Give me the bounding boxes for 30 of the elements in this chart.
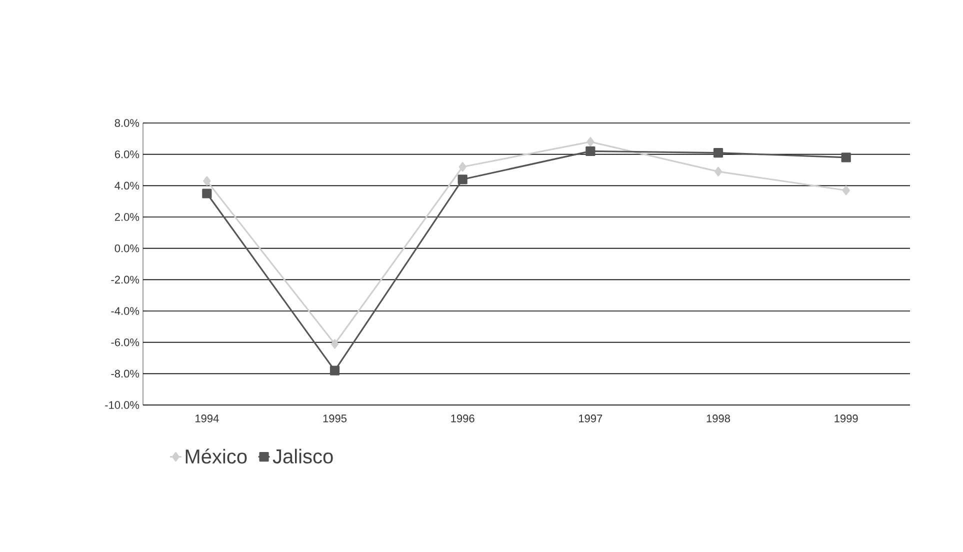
point <box>458 174 468 184</box>
point <box>713 148 724 158</box>
x-tick-label: 1999 <box>834 414 858 422</box>
point <box>202 188 212 198</box>
y-tick-label: -4.0% <box>111 307 140 315</box>
y-tick-label: 2.0% <box>114 213 140 221</box>
y-tick-label: 0.0% <box>114 244 140 252</box>
point <box>458 162 466 172</box>
x-tick-label: 1994 <box>196 414 219 422</box>
x-tick-label: 1998 <box>706 414 730 422</box>
y-tick-label: 6.0% <box>114 150 140 158</box>
y-tick-label: -2.0% <box>111 276 140 284</box>
y-tick-label: -10.0% <box>105 401 140 409</box>
x-tick-label: 1997 <box>579 414 602 422</box>
y-tick-label: 8.0% <box>114 119 140 127</box>
point <box>330 339 339 349</box>
x-tick-label: 1996 <box>451 414 474 422</box>
point <box>330 366 340 376</box>
point <box>586 136 594 147</box>
legend-label: México <box>186 448 247 464</box>
point <box>841 152 851 162</box>
x-tick-label: 1995 <box>323 414 347 422</box>
point <box>842 186 850 196</box>
point <box>203 176 211 186</box>
y-tick-label: -6.0% <box>111 338 140 346</box>
point <box>714 166 722 176</box>
legend-label: Jalisco <box>272 448 333 464</box>
y-tick-label: -8.0% <box>111 370 140 378</box>
y-tick-label: 4.0% <box>114 182 140 190</box>
point <box>586 146 596 156</box>
